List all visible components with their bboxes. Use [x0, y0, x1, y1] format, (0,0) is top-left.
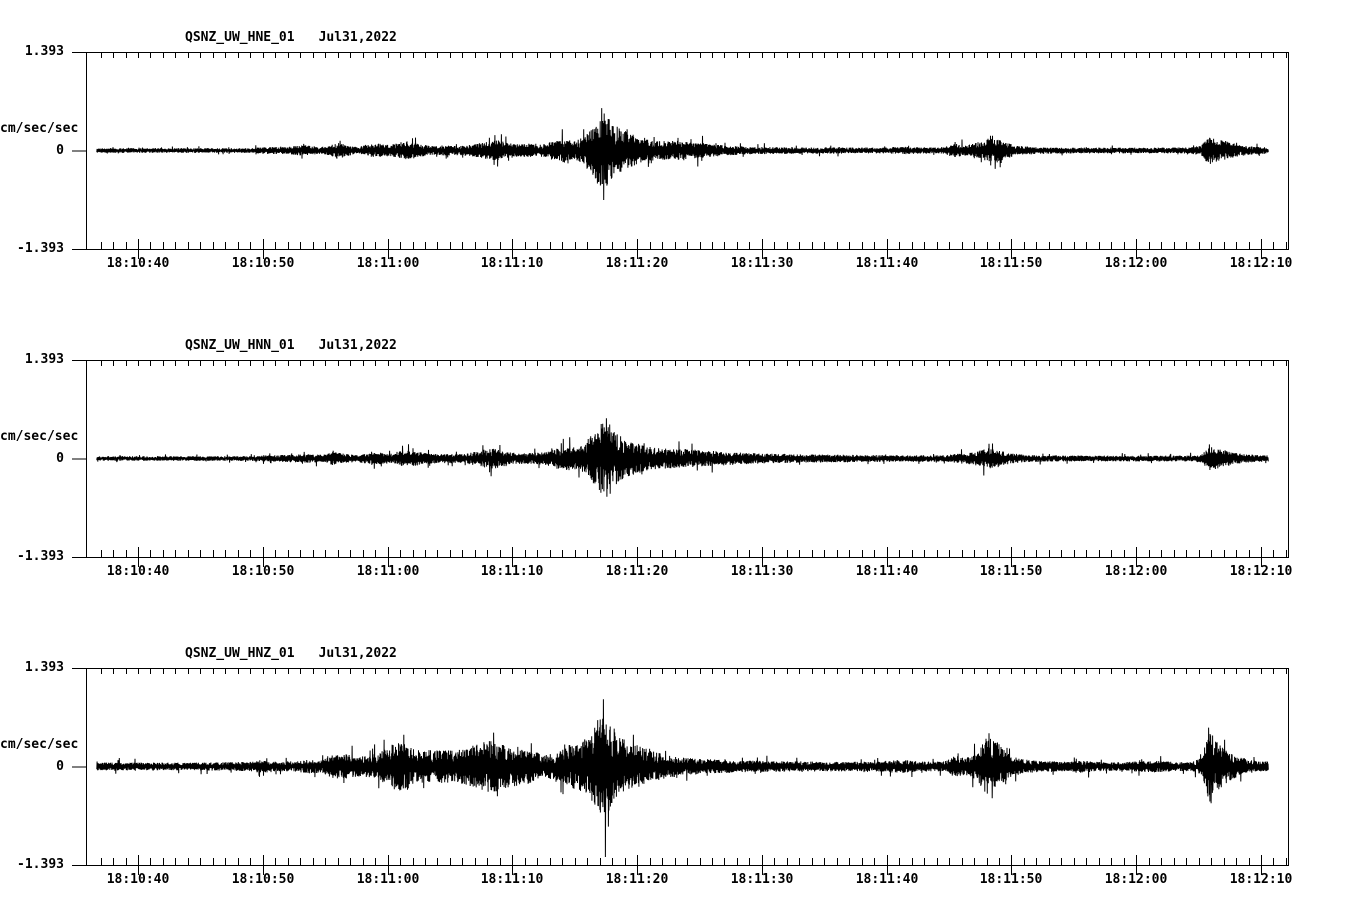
x-tick-label: 18:11:40	[855, 564, 919, 579]
x-tick-label: 18:12:00	[1104, 564, 1168, 579]
y-zero-label: 0	[56, 759, 64, 774]
x-tick-label: 18:11:50	[979, 256, 1043, 271]
y-max-label: 1.393	[24, 44, 64, 59]
y-max-label: 1.393	[24, 352, 64, 367]
station-label: QSNZ_UW_HNN_01	[185, 338, 295, 353]
x-tick-label: 18:11:20	[605, 872, 669, 887]
station-label: QSNZ_UW_HNZ_01	[185, 646, 295, 661]
y-zero-label: 0	[56, 451, 64, 466]
x-tick-label: 18:11:50	[979, 564, 1043, 579]
x-tick-label: 18:11:10	[480, 256, 544, 271]
x-tick-label: 18:11:10	[480, 872, 544, 887]
y-max-label: 1.393	[24, 660, 64, 675]
x-tick-label: 18:11:20	[605, 564, 669, 579]
y-units-label: cm/sec/sec	[0, 121, 79, 136]
panel-title: QSNZ_UW_HNN_01 Jul31,2022	[185, 338, 397, 353]
seismo-panel-hne: QSNZ_UW_HNE_01 Jul31,2022 1.393 cm/sec/se…	[0, 0, 1358, 308]
station-label: QSNZ_UW_HNE_01	[185, 30, 295, 45]
x-tick-label: 18:10:50	[231, 256, 295, 271]
waveform-plot-hnn	[72, 360, 1289, 567]
x-tick-label: 18:12:00	[1104, 256, 1168, 271]
seismo-panel-hnz: QSNZ_UW_HNZ_01 Jul31,2022 1.393 cm/sec/se…	[0, 616, 1358, 924]
x-tick-label: 18:12:10	[1229, 872, 1293, 887]
x-tick-label: 18:10:40	[106, 256, 170, 271]
y-zero-label: 0	[56, 143, 64, 158]
y-units-label: cm/sec/sec	[0, 737, 79, 752]
y-min-label: -1.393	[17, 549, 64, 564]
x-tick-label: 18:10:40	[106, 872, 170, 887]
seismic-trace-hne	[96, 108, 1269, 201]
x-tick-label: 18:11:20	[605, 256, 669, 271]
x-tick-label: 18:11:00	[356, 564, 420, 579]
waveform-plot-hne	[72, 52, 1289, 259]
x-tick-label: 18:12:00	[1104, 872, 1168, 887]
y-units-label: cm/sec/sec	[0, 429, 79, 444]
seismic-trace-hnz	[96, 699, 1269, 858]
panel-title: QSNZ_UW_HNZ_01 Jul31,2022	[185, 646, 397, 661]
x-tick-label: 18:11:00	[356, 256, 420, 271]
y-min-label: -1.393	[17, 857, 64, 872]
x-tick-label: 18:11:30	[730, 256, 794, 271]
seismo-panel-hnn: QSNZ_UW_HNN_01 Jul31,2022 1.393 cm/sec/se…	[0, 308, 1358, 616]
date-label: Jul31,2022	[318, 338, 397, 353]
seismic-trace-hnn	[96, 418, 1269, 497]
x-tick-label: 18:11:30	[730, 872, 794, 887]
x-tick-label: 18:11:40	[855, 872, 919, 887]
x-tick-label: 18:10:50	[231, 872, 295, 887]
x-tick-label: 18:10:40	[106, 564, 170, 579]
x-tick-label: 18:10:50	[231, 564, 295, 579]
x-tick-label: 18:11:50	[979, 872, 1043, 887]
x-tick-label: 18:11:30	[730, 564, 794, 579]
waveform-plot-hnz	[72, 668, 1289, 875]
x-tick-label: 18:11:00	[356, 872, 420, 887]
panel-title: QSNZ_UW_HNE_01 Jul31,2022	[185, 30, 397, 45]
x-tick-label: 18:12:10	[1229, 564, 1293, 579]
y-min-label: -1.393	[17, 241, 64, 256]
date-label: Jul31,2022	[318, 30, 397, 45]
date-label: Jul31,2022	[318, 646, 397, 661]
x-tick-label: 18:11:40	[855, 256, 919, 271]
x-tick-label: 18:11:10	[480, 564, 544, 579]
x-tick-label: 18:12:10	[1229, 256, 1293, 271]
